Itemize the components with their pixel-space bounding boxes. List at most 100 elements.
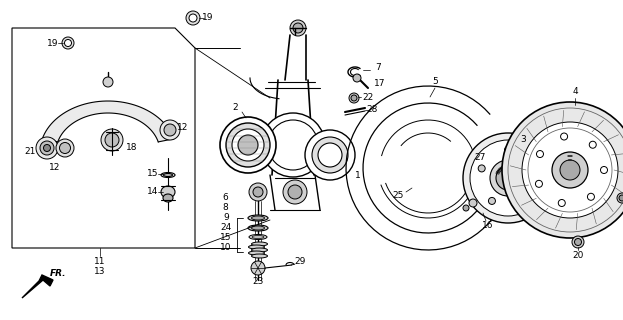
Text: 5: 5 <box>432 77 438 86</box>
Ellipse shape <box>249 245 265 249</box>
Circle shape <box>253 187 263 197</box>
Ellipse shape <box>161 172 175 178</box>
Text: 23: 23 <box>252 277 264 286</box>
Circle shape <box>617 193 623 203</box>
Text: 7: 7 <box>375 63 381 73</box>
Text: 10: 10 <box>221 244 232 252</box>
Circle shape <box>535 180 543 187</box>
Circle shape <box>560 160 580 180</box>
Circle shape <box>470 140 546 216</box>
Text: 12: 12 <box>49 164 60 172</box>
Circle shape <box>349 93 359 103</box>
Circle shape <box>312 137 348 173</box>
Circle shape <box>40 141 54 155</box>
Circle shape <box>601 166 607 173</box>
Circle shape <box>238 135 258 155</box>
Ellipse shape <box>248 215 268 221</box>
Text: 18: 18 <box>126 143 138 153</box>
Circle shape <box>463 205 469 211</box>
Text: 4: 4 <box>572 87 578 97</box>
Text: 15: 15 <box>147 170 159 179</box>
Circle shape <box>105 133 119 147</box>
Text: 19: 19 <box>202 13 214 22</box>
Circle shape <box>536 150 543 157</box>
Circle shape <box>558 199 565 206</box>
Text: 14: 14 <box>147 188 159 196</box>
Text: 15: 15 <box>221 233 232 242</box>
Polygon shape <box>22 275 53 298</box>
Text: 13: 13 <box>94 268 106 276</box>
Circle shape <box>220 117 276 173</box>
Text: 16: 16 <box>482 221 494 230</box>
Circle shape <box>469 199 477 207</box>
Circle shape <box>288 185 302 199</box>
Text: 9: 9 <box>223 213 229 222</box>
Circle shape <box>502 102 623 238</box>
Circle shape <box>103 77 113 87</box>
Ellipse shape <box>252 236 264 238</box>
Circle shape <box>521 197 528 204</box>
Circle shape <box>490 160 526 196</box>
Circle shape <box>268 120 318 170</box>
Text: 20: 20 <box>573 251 584 260</box>
Circle shape <box>164 124 176 136</box>
Text: 22: 22 <box>363 92 374 101</box>
Circle shape <box>574 238 581 245</box>
Text: 3: 3 <box>520 135 526 145</box>
Circle shape <box>160 120 180 140</box>
Circle shape <box>60 142 70 154</box>
Text: 25: 25 <box>392 190 404 199</box>
Circle shape <box>232 129 264 161</box>
PathPatch shape <box>42 101 174 142</box>
Circle shape <box>505 147 511 154</box>
Ellipse shape <box>252 242 267 246</box>
Circle shape <box>290 20 306 36</box>
Ellipse shape <box>161 186 175 198</box>
Circle shape <box>293 23 303 33</box>
Text: 6: 6 <box>222 194 228 203</box>
Text: FR.: FR. <box>50 269 66 278</box>
Text: 29: 29 <box>294 258 306 267</box>
Circle shape <box>249 183 267 201</box>
Circle shape <box>251 261 265 275</box>
Circle shape <box>478 165 485 172</box>
Circle shape <box>44 145 50 151</box>
Circle shape <box>283 180 307 204</box>
Ellipse shape <box>252 254 267 258</box>
Circle shape <box>587 193 594 200</box>
Text: 28: 28 <box>366 106 378 115</box>
Ellipse shape <box>163 173 173 177</box>
Circle shape <box>572 236 584 248</box>
Circle shape <box>56 139 74 157</box>
Circle shape <box>186 11 200 25</box>
Circle shape <box>561 133 568 140</box>
Circle shape <box>552 152 588 188</box>
Text: 1: 1 <box>355 171 361 180</box>
Circle shape <box>619 195 623 201</box>
Circle shape <box>261 113 325 177</box>
Circle shape <box>101 129 123 151</box>
Circle shape <box>522 122 618 218</box>
Text: 24: 24 <box>221 223 232 233</box>
Circle shape <box>189 14 197 22</box>
Circle shape <box>351 95 357 101</box>
Ellipse shape <box>252 216 265 220</box>
Circle shape <box>496 166 520 190</box>
Circle shape <box>353 74 361 82</box>
Circle shape <box>62 37 74 49</box>
Circle shape <box>226 123 270 167</box>
Text: 21: 21 <box>24 148 36 156</box>
Text: 11: 11 <box>94 258 106 267</box>
Circle shape <box>305 130 355 180</box>
Circle shape <box>318 143 342 167</box>
Text: 2: 2 <box>232 103 238 113</box>
Circle shape <box>36 137 58 159</box>
Circle shape <box>65 39 72 46</box>
Ellipse shape <box>249 235 267 239</box>
Ellipse shape <box>252 248 267 252</box>
Ellipse shape <box>248 225 268 231</box>
Text: 19: 19 <box>47 38 59 47</box>
Circle shape <box>463 133 553 223</box>
Text: 8: 8 <box>222 203 228 212</box>
Ellipse shape <box>163 194 173 202</box>
